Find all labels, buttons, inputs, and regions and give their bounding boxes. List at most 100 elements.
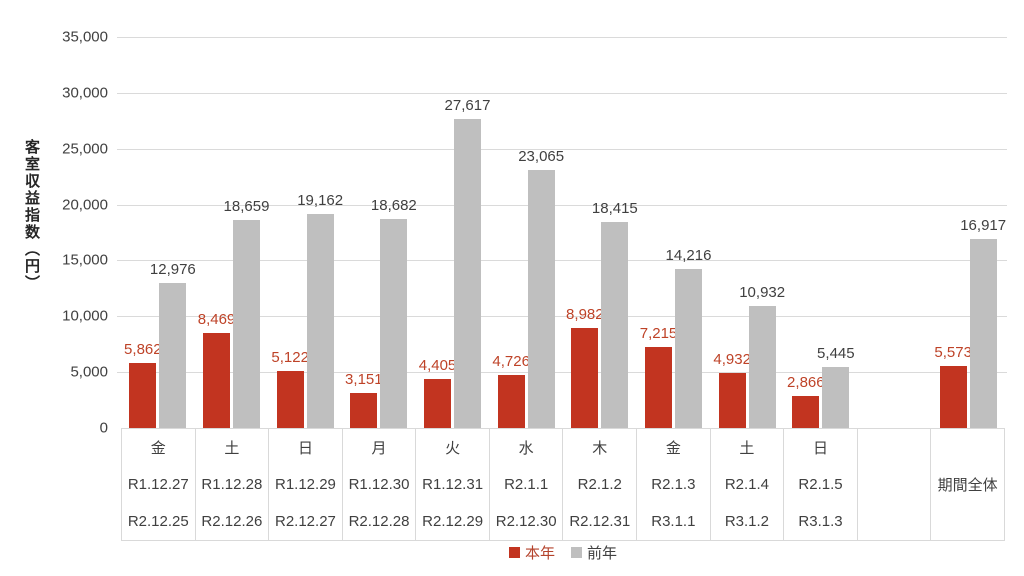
x-axis-prev-year-date-label: R1.12.27 bbox=[121, 465, 196, 503]
bar-value-label: 5,573 bbox=[934, 343, 972, 361]
bar-value-label: 2,866 bbox=[787, 373, 825, 391]
bar-current-year bbox=[939, 365, 967, 428]
bar-value-label: 27,617 bbox=[444, 97, 491, 115]
x-axis-period-total-label: 期間全体 bbox=[930, 428, 1005, 541]
x-axis-day-label: 金 bbox=[121, 428, 196, 466]
x-axis-prev-year-date-label: R1.12.30 bbox=[341, 465, 417, 503]
bar-value-label: 10,932 bbox=[739, 283, 786, 301]
bar-current-year bbox=[129, 362, 157, 428]
bar-value-label: 12,976 bbox=[149, 261, 196, 279]
plot-area: 5,862 12,976 8,469 18,659 5,122 19,162 3,151 18… bbox=[117, 37, 1007, 428]
bar-value-label: 23,065 bbox=[518, 148, 565, 166]
bar-value-label: 18,659 bbox=[223, 197, 270, 215]
x-axis-table-body: 金土日月火水木金土日期間全体 R1.12.27 R1.12.28 R1.12.29 R1… bbox=[121, 428, 1005, 541]
x-axis-day-label: 土 bbox=[194, 428, 270, 466]
x-axis-this-year-date-label: R2.12.27 bbox=[268, 502, 343, 541]
bar-value-label: 7,215 bbox=[639, 325, 678, 343]
x-axis-day-label: 月 bbox=[341, 428, 417, 466]
x-axis-this-year-date-label: R2.12.30 bbox=[488, 502, 564, 541]
x-axis-day-label: 土 bbox=[709, 428, 785, 466]
x-axis-prev-year-date-label: R2.1.3 bbox=[636, 465, 711, 503]
gridline bbox=[117, 316, 1007, 317]
x-axis-this-year-date-label: R3.1.1 bbox=[636, 502, 711, 541]
bar-previous-year bbox=[969, 239, 997, 428]
x-axis-this-year-date-label: R3.1.3 bbox=[783, 502, 858, 541]
x-axis-prev-year-date-label: R2.1.4 bbox=[709, 465, 785, 503]
bar-current-year bbox=[497, 375, 525, 428]
x-axis-day-label: 日 bbox=[783, 428, 858, 466]
bar-previous-year bbox=[748, 305, 776, 428]
bar-previous-year bbox=[159, 283, 187, 428]
x-axis-prev-year-date-label: R2.1.2 bbox=[562, 465, 638, 503]
bar-value-label: 5,445 bbox=[817, 345, 855, 363]
gridline bbox=[117, 372, 1007, 373]
bar-current-year bbox=[792, 395, 820, 428]
bar-value-label: 8,982 bbox=[566, 305, 604, 323]
bar-current-year bbox=[571, 327, 599, 428]
legend-label-current-year: 本年 bbox=[524, 545, 555, 562]
bar-current-year bbox=[718, 372, 746, 428]
bar-current-year bbox=[645, 347, 672, 428]
gridline bbox=[117, 260, 1007, 261]
bar-value-label: 19,162 bbox=[297, 191, 344, 209]
x-axis-day-label: 金 bbox=[636, 428, 711, 466]
x-axis-prev-year-date-label: R1.12.31 bbox=[415, 465, 490, 503]
y-axis-tick-label: 25,000 bbox=[62, 140, 108, 158]
bar-current-year bbox=[276, 370, 304, 428]
bar-value-label: 14,216 bbox=[665, 247, 712, 265]
previous-year-swatch-icon bbox=[571, 547, 582, 558]
x-axis-prev-year-date-label: R2.1.1 bbox=[488, 465, 564, 503]
y-axis-tick-labels: 0 5,000 10,000 15,000 20,000 25,000 30,000 35,0… bbox=[0, 0, 108, 576]
x-axis-this-year-date-label: R2.12.26 bbox=[194, 502, 270, 541]
x-axis-this-year-date-label: R2.12.31 bbox=[562, 502, 638, 541]
bar-current-year bbox=[203, 333, 230, 428]
bar-value-label: 4,932 bbox=[713, 350, 751, 368]
x-axis-table: 金土日月火水木金土日期間全体 R1.12.27 R1.12.28 R1.12.29 R1… bbox=[121, 428, 1005, 541]
x-axis-day-label: 火 bbox=[415, 428, 490, 466]
y-axis-tick-label: 5,000 bbox=[70, 363, 108, 381]
y-axis-tick-label: 10,000 bbox=[62, 307, 108, 325]
gridline bbox=[117, 37, 1007, 38]
bar-previous-year bbox=[527, 170, 555, 428]
gridline bbox=[117, 205, 1007, 206]
gridline bbox=[117, 149, 1007, 150]
current-year-swatch-icon bbox=[508, 547, 520, 558]
y-axis-tick-label: 0 bbox=[99, 419, 108, 437]
y-axis-tick-label: 35,000 bbox=[62, 28, 108, 46]
bar-current-year bbox=[350, 392, 378, 428]
legend-item-previous-year: 前年 bbox=[571, 542, 617, 563]
x-axis-day-label: 日 bbox=[268, 428, 343, 466]
bar-previous-year bbox=[233, 219, 260, 428]
x-axis-prev-year-date-label: R1.12.28 bbox=[194, 465, 270, 503]
x-axis-this-year-date-label: R2.12.29 bbox=[415, 502, 490, 541]
y-axis-tick-label: 30,000 bbox=[62, 84, 108, 102]
y-axis-tick-label: 15,000 bbox=[62, 251, 108, 269]
bar-value-label: 8,469 bbox=[197, 311, 236, 329]
gridline bbox=[117, 93, 1007, 94]
bar-value-label: 3,151 bbox=[345, 370, 383, 388]
bar-value-label: 4,726 bbox=[492, 353, 530, 371]
x-axis-day-label: 木 bbox=[562, 428, 638, 466]
y-axis-tick-label: 20,000 bbox=[62, 196, 108, 214]
x-axis-prev-year-date-label: R2.1.5 bbox=[783, 465, 858, 503]
bar-current-year bbox=[424, 378, 451, 428]
x-axis-day-label: 水 bbox=[488, 428, 564, 466]
x-axis-empty-cell bbox=[856, 428, 932, 541]
x-axis-this-year-date-label: R3.1.2 bbox=[709, 502, 785, 541]
x-axis-this-year-date-label: R2.12.25 bbox=[121, 502, 196, 541]
bar-value-label: 16,917 bbox=[960, 217, 1007, 234]
x-axis-this-year-date-label: R2.12.28 bbox=[341, 502, 417, 541]
bar-previous-year bbox=[601, 222, 629, 428]
bar-value-label: 4,405 bbox=[418, 356, 457, 374]
bar-previous-year bbox=[822, 367, 850, 428]
bar-previous-year bbox=[675, 269, 702, 428]
legend-label-previous-year: 前年 bbox=[587, 545, 618, 562]
bar-value-label: 18,682 bbox=[370, 197, 417, 215]
legend-item-current-year: 本年 bbox=[508, 542, 555, 563]
x-axis-prev-year-date-label: R1.12.29 bbox=[268, 465, 343, 503]
bar-previous-year bbox=[454, 119, 481, 428]
y-axis-title: 客室収益指数（円） bbox=[23, 139, 40, 292]
bar-value-label: 18,415 bbox=[591, 200, 638, 218]
bar-value-label: 5,862 bbox=[124, 340, 162, 358]
